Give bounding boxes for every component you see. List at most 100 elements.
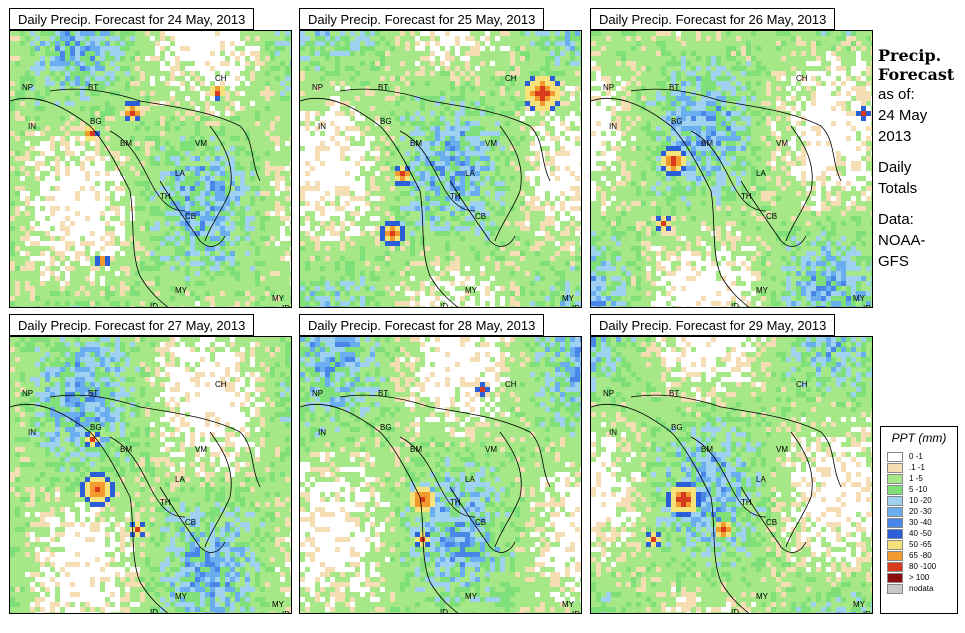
- country-label: NP: [603, 83, 614, 92]
- legend-item: 40 -50: [887, 528, 957, 539]
- country-label: BG: [671, 117, 683, 126]
- legend-title: PPT (mm): [891, 431, 947, 445]
- country-label: CH: [215, 380, 227, 389]
- country-label: ID: [572, 610, 580, 614]
- legend-swatch: [887, 473, 903, 484]
- country-label: ID: [863, 610, 871, 614]
- country-label: TH: [450, 498, 461, 507]
- country-label: MY: [272, 600, 285, 609]
- country-label: MY: [756, 592, 769, 601]
- legend-item: nodata: [887, 583, 957, 594]
- country-label: CH: [505, 74, 517, 83]
- country-label: BM: [120, 139, 132, 148]
- country-label: LA: [175, 169, 185, 178]
- country-label: ID: [440, 302, 448, 308]
- legend-label: 5 -10: [909, 485, 928, 494]
- country-label: MY: [562, 294, 575, 303]
- country-label: CH: [215, 74, 227, 83]
- country-label: BG: [380, 117, 392, 126]
- panel-title: Daily Precip. Forecast for 29 May, 2013: [590, 314, 836, 336]
- sidebar-daily: Daily: [878, 159, 912, 176]
- country-label: MY: [756, 286, 769, 295]
- legend-swatch: [887, 484, 903, 495]
- legend-item: 5 -10: [887, 484, 957, 495]
- legend-label: 0 -1: [909, 452, 923, 461]
- country-label: VM: [195, 139, 207, 148]
- precip-map: NP BT CH IN BG BM VM LA TH CB MY ID MY ID: [299, 336, 582, 614]
- country-label: TH: [450, 192, 461, 201]
- country-label: NP: [312, 83, 323, 92]
- country-label: BT: [88, 83, 98, 92]
- country-label: LA: [465, 169, 475, 178]
- country-label: LA: [175, 475, 185, 484]
- country-label: IN: [28, 428, 36, 437]
- country-label: VM: [485, 445, 497, 454]
- legend-item: 30 -40: [887, 517, 957, 528]
- country-label: MY: [562, 600, 575, 609]
- panel-title: Daily Precip. Forecast for 27 May, 2013: [9, 314, 255, 336]
- country-label: NP: [22, 389, 33, 398]
- legend-label: 65 -80: [909, 551, 932, 560]
- country-label: VM: [776, 139, 788, 148]
- sidebar-title-line2: Forecast: [878, 65, 955, 84]
- country-label: IN: [609, 428, 617, 437]
- sidebar-title-line1: Precip.: [878, 46, 942, 65]
- precip-map: NP BT CH IN BG BM VM LA TH CB MY ID MY ID: [590, 30, 873, 308]
- legend-label: 40 -50: [909, 529, 932, 538]
- country-label: NP: [22, 83, 33, 92]
- forecast-panel: Daily Precip. Forecast for 26 May, 2013 N…: [590, 8, 873, 308]
- sidebar-data-label: Data:: [878, 211, 914, 228]
- country-label: TH: [741, 192, 752, 201]
- country-label: ID: [282, 304, 290, 308]
- legend-item: > 100: [887, 572, 957, 583]
- legend-item: 10 -20: [887, 495, 957, 506]
- panel-title: Daily Precip. Forecast for 24 May, 2013: [9, 8, 255, 30]
- sidebar-date-line1: 24 May: [878, 107, 928, 124]
- country-label: TH: [160, 498, 171, 507]
- legend-swatch: [887, 528, 903, 539]
- legend-swatch: [887, 539, 903, 550]
- forecast-panel: Daily Precip. Forecast for 25 May, 2013 N…: [299, 8, 582, 308]
- country-label: BG: [671, 423, 683, 432]
- country-label: MY: [465, 286, 478, 295]
- country-label: MY: [853, 600, 866, 609]
- forecast-panel: Daily Precip. Forecast for 24 May, 2013 N…: [9, 8, 292, 308]
- country-label: MY: [175, 592, 188, 601]
- legend-swatch: [887, 506, 903, 517]
- country-label: ID: [440, 608, 448, 614]
- country-label: IN: [318, 122, 326, 131]
- country-label: CH: [505, 380, 517, 389]
- country-label: BM: [120, 445, 132, 454]
- precip-map: NP BT CH IN BG BM VM LA TH CB MY ID MY ID: [590, 336, 873, 614]
- country-label: ID: [863, 304, 871, 308]
- forecast-panel: Daily Precip. Forecast for 29 May, 2013 N…: [590, 314, 873, 614]
- legend-label: 80 -100: [909, 562, 937, 571]
- legend-label: .1 -1: [909, 463, 926, 472]
- legend-label: 1 -5: [909, 474, 923, 483]
- country-label: IN: [28, 122, 36, 131]
- country-label: LA: [465, 475, 475, 484]
- country-label: CB: [475, 212, 486, 221]
- sidebar-totals: Totals: [878, 180, 918, 197]
- country-label: BG: [380, 423, 392, 432]
- country-label: IN: [318, 428, 326, 437]
- legend-item: 50 -65: [887, 539, 957, 550]
- country-label: VM: [195, 445, 207, 454]
- forecast-panel: Daily Precip. Forecast for 28 May, 2013 N…: [299, 314, 582, 614]
- legend-swatch: [887, 495, 903, 506]
- country-label: ID: [572, 304, 580, 308]
- panel-title: Daily Precip. Forecast for 28 May, 2013: [299, 314, 545, 336]
- legend-label: nodata: [909, 584, 934, 593]
- country-label: NP: [312, 389, 323, 398]
- legend-item: 1 -5: [887, 473, 957, 484]
- precip-map: NP BT CH IN BG BM VM LA TH CB MY ID MY ID: [9, 336, 292, 614]
- country-label: ID: [150, 608, 158, 614]
- country-label: BT: [669, 389, 679, 398]
- country-label: BT: [88, 389, 98, 398]
- country-label: MY: [465, 592, 478, 601]
- legend-swatch: [887, 583, 903, 594]
- legend-swatch: [887, 572, 903, 583]
- legend-item: .1 -1: [887, 462, 957, 473]
- country-label: ID: [282, 610, 290, 614]
- country-label: BM: [701, 139, 713, 148]
